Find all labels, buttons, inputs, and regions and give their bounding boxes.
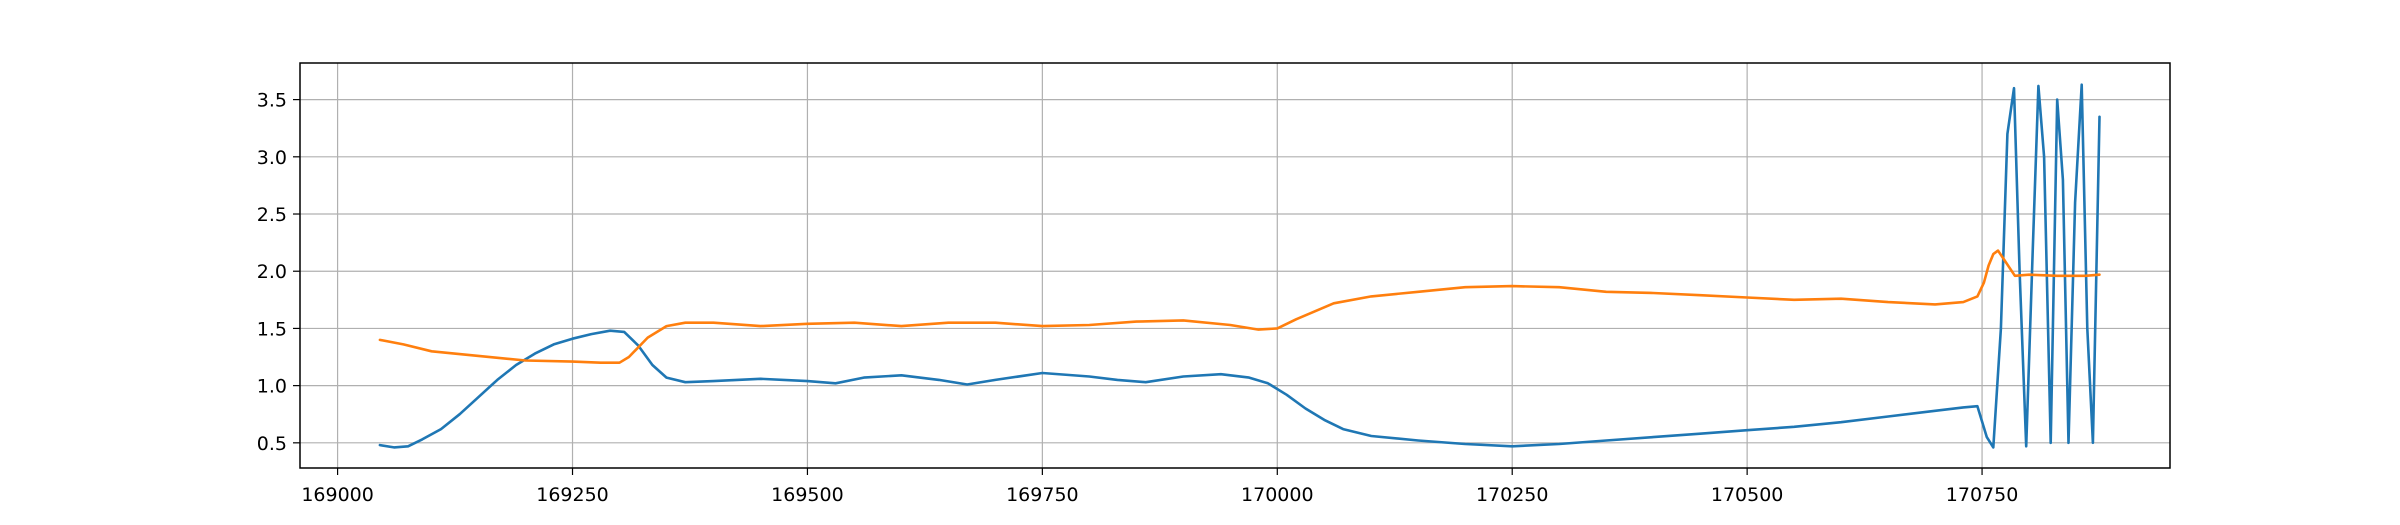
x-tick-label: 169750 bbox=[1006, 484, 1079, 506]
y-tick-label: 3.5 bbox=[257, 90, 287, 112]
y-tick-label: 2.5 bbox=[257, 204, 287, 226]
plot-frame bbox=[299, 62, 2171, 469]
y-tick-label: 0.5 bbox=[257, 433, 287, 455]
y-tick-label: 1.0 bbox=[257, 376, 287, 398]
x-tick-label: 170750 bbox=[1946, 484, 2019, 506]
grid bbox=[300, 63, 2170, 468]
x-tick-label: 170250 bbox=[1476, 484, 1549, 506]
series-group bbox=[378, 83, 2101, 449]
x-tick-label: 170000 bbox=[1241, 484, 1314, 506]
x-tick-label: 169250 bbox=[536, 484, 609, 506]
y-tick-label: 3.0 bbox=[257, 147, 287, 169]
x-tick-label: 169500 bbox=[771, 484, 844, 506]
series-line-1 bbox=[378, 83, 2101, 449]
x-tick-label: 169000 bbox=[301, 484, 374, 506]
x-axis: 169000 169250 169500 169750 170000 170250 1705… bbox=[301, 468, 2018, 506]
y-tick-label: 1.5 bbox=[257, 318, 287, 340]
series-line-2 bbox=[378, 249, 2101, 364]
y-tick-label: 2.0 bbox=[257, 261, 287, 283]
x-tick-label: 170500 bbox=[1711, 484, 1784, 506]
y-axis: 0.5 1.0 1.5 2.0 2.5 3.0 3.5 bbox=[257, 90, 300, 455]
